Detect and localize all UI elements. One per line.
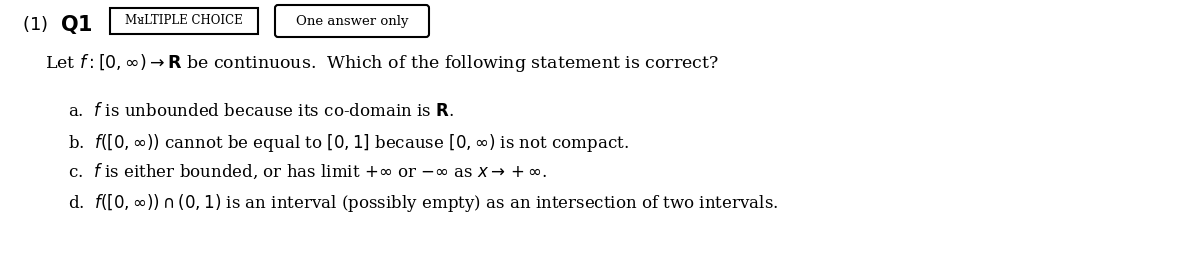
Text: $\mathbf{Q1}$: $\mathbf{Q1}$: [60, 13, 92, 36]
Text: b.  $f([0,\infty))$ cannot be equal to $[0,1]$ because $[0,\infty)$ is not compa: b. $f([0,\infty))$ cannot be equal to $[…: [68, 132, 629, 154]
Text: MᴚLTIPLE CHOICE: MᴚLTIPLE CHOICE: [125, 14, 242, 28]
Text: One answer only: One answer only: [295, 14, 408, 28]
Text: a.  $f$ is unbounded because its co-domain is $\mathbf{R}$.: a. $f$ is unbounded because its co-domai…: [68, 102, 454, 120]
Text: c.  $f$ is either bounded, or has limit $+\infty$ or $-\infty$ as $x\to+\infty$.: c. $f$ is either bounded, or has limit $…: [68, 162, 547, 181]
FancyBboxPatch shape: [110, 8, 258, 34]
Text: d.  $f([0,\infty))\cap(0,1)$ is an interval (possibly empty) as an intersection : d. $f([0,\infty))\cap(0,1)$ is an interv…: [68, 192, 779, 214]
Text: $(1)$: $(1)$: [22, 14, 48, 34]
FancyBboxPatch shape: [275, 5, 430, 37]
Text: Let $f:[0,\infty)\to\mathbf{R}$ be continuous.  Which of the following statement: Let $f:[0,\infty)\to\mathbf{R}$ be conti…: [46, 52, 719, 74]
